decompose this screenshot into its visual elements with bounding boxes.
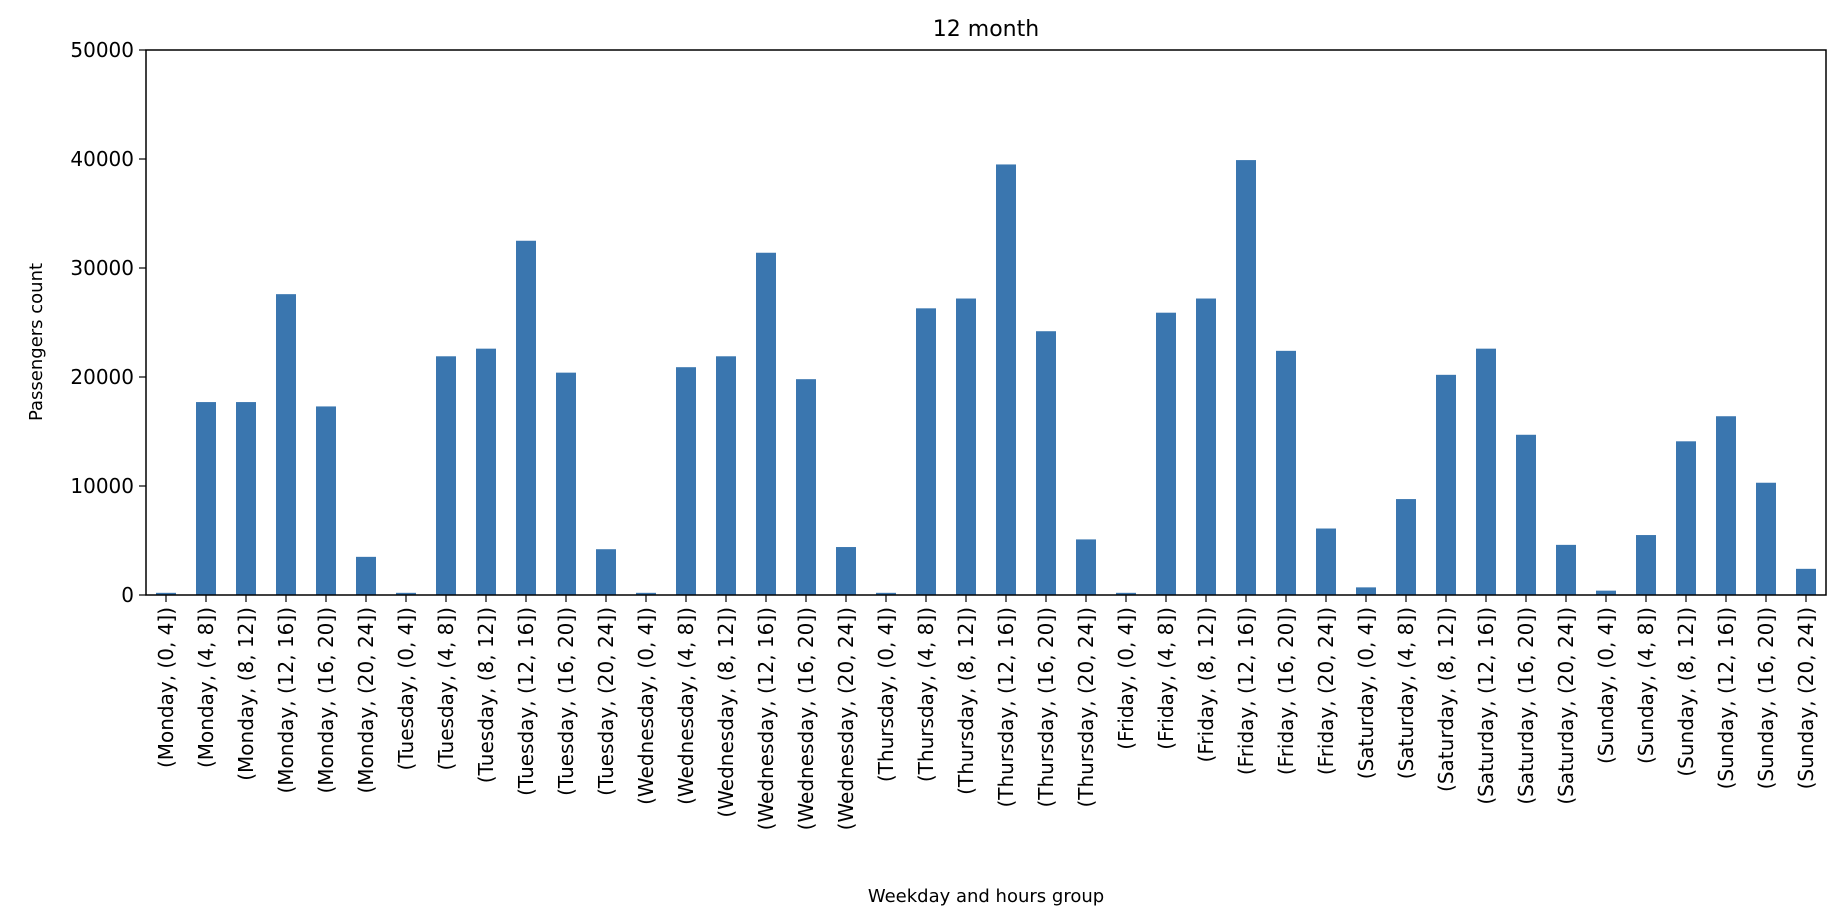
x-tick-label: (Wednesday, (20, 24]) bbox=[834, 607, 858, 830]
bars bbox=[156, 160, 1816, 596]
x-tick-label: (Saturday, (12, 16]) bbox=[1474, 607, 1498, 805]
bar bbox=[716, 356, 736, 595]
bar bbox=[516, 240, 536, 595]
bar bbox=[796, 379, 816, 595]
plot-frame bbox=[145, 49, 1827, 596]
y-tick-label: 10000 bbox=[70, 474, 134, 498]
y-tick-label: 50000 bbox=[70, 38, 134, 62]
chart-title: 12 month bbox=[933, 17, 1039, 42]
x-tick-label: (Saturday, (8, 12]) bbox=[1434, 607, 1458, 792]
x-tick-label: (Monday, (12, 16]) bbox=[274, 607, 298, 794]
x-tick-label: (Monday, (20, 24]) bbox=[354, 607, 378, 794]
x-tick-label: (Saturday, (0, 4]) bbox=[1354, 607, 1378, 779]
bar bbox=[356, 556, 376, 595]
x-tick-label: (Sunday, (4, 8]) bbox=[1634, 607, 1658, 764]
bar bbox=[1276, 350, 1296, 595]
bar bbox=[1436, 374, 1456, 595]
bar bbox=[596, 549, 616, 595]
bar bbox=[156, 592, 176, 595]
bar bbox=[196, 402, 216, 595]
y-axis-label: Passengers count bbox=[26, 263, 47, 421]
x-tick-label: (Sunday, (20, 24]) bbox=[1794, 607, 1818, 789]
x-tick-label: (Friday, (20, 24]) bbox=[1314, 607, 1338, 775]
bar bbox=[1516, 434, 1536, 595]
bar bbox=[1236, 160, 1256, 595]
x-tick-label: (Sunday, (8, 12]) bbox=[1674, 607, 1698, 777]
bar bbox=[436, 356, 456, 595]
x-tick-label: (Thursday, (4, 8]) bbox=[914, 607, 938, 782]
y-tick-label: 30000 bbox=[70, 256, 134, 280]
bar bbox=[316, 406, 336, 595]
x-tick-label: (Sunday, (0, 4]) bbox=[1594, 607, 1618, 764]
bar bbox=[1636, 535, 1656, 595]
bar bbox=[636, 592, 656, 595]
bar bbox=[876, 592, 896, 595]
x-tick-label: (Wednesday, (8, 12]) bbox=[714, 607, 738, 818]
y-tick-label: 20000 bbox=[70, 365, 134, 389]
x-tick-label: (Tuesday, (8, 12]) bbox=[474, 607, 498, 783]
bar bbox=[1316, 528, 1336, 595]
x-tick-label: (Thursday, (16, 20]) bbox=[1034, 607, 1058, 808]
x-tick-label: (Wednesday, (12, 16]) bbox=[754, 607, 778, 830]
y-tick-label: 0 bbox=[121, 583, 134, 607]
bar bbox=[956, 298, 976, 595]
bar bbox=[476, 348, 496, 595]
x-tick-label: (Tuesday, (12, 16]) bbox=[514, 607, 538, 796]
bar bbox=[756, 252, 776, 596]
x-tick-label: (Wednesday, (16, 20]) bbox=[794, 607, 818, 830]
bar bbox=[676, 367, 696, 595]
bar bbox=[556, 372, 576, 595]
y-tick-label: 40000 bbox=[70, 147, 134, 171]
bar bbox=[1756, 482, 1776, 595]
bar bbox=[996, 164, 1016, 595]
bar bbox=[1676, 441, 1696, 595]
x-tick-label: (Friday, (4, 8]) bbox=[1154, 607, 1178, 750]
x-tick-label: (Saturday, (16, 20]) bbox=[1514, 607, 1538, 805]
bar bbox=[916, 308, 936, 595]
x-tick-label: (Friday, (8, 12]) bbox=[1194, 607, 1218, 762]
bar bbox=[1156, 312, 1176, 595]
bar bbox=[396, 592, 416, 595]
bar bbox=[1476, 348, 1496, 595]
x-tick-label: (Monday, (16, 20]) bbox=[314, 607, 338, 794]
bar bbox=[1116, 592, 1136, 595]
x-tick-label: (Friday, (16, 20]) bbox=[1274, 607, 1298, 775]
bar bbox=[1196, 298, 1216, 595]
x-tick-label: (Monday, (8, 12]) bbox=[234, 607, 258, 781]
x-tick-label: (Sunday, (12, 16]) bbox=[1714, 607, 1738, 789]
x-tick-label: (Sunday, (16, 20]) bbox=[1754, 607, 1778, 789]
bar bbox=[1596, 590, 1616, 595]
bar bbox=[276, 294, 296, 595]
x-tick-label: (Thursday, (12, 16]) bbox=[994, 607, 1018, 808]
bar bbox=[1556, 544, 1576, 595]
bar bbox=[1076, 539, 1096, 595]
x-tick-label: (Saturday, (4, 8]) bbox=[1394, 607, 1418, 779]
x-tick-label: (Tuesday, (0, 4]) bbox=[394, 607, 418, 770]
x-axis: (Monday, (0, 4]) (Monday, (4, 8]) (Monday,… bbox=[154, 595, 1818, 830]
bar bbox=[1356, 587, 1376, 595]
x-tick-label: (Monday, (4, 8]) bbox=[194, 607, 218, 768]
bar bbox=[1396, 499, 1416, 595]
y-axis: 0 10000 20000 30000 40000 50000 bbox=[70, 38, 146, 607]
x-tick-label: (Saturday, (20, 24]) bbox=[1554, 607, 1578, 805]
x-tick-label: (Tuesday, (20, 24]) bbox=[594, 607, 618, 796]
x-tick-label: (Wednesday, (4, 8]) bbox=[674, 607, 698, 805]
bar bbox=[1716, 416, 1736, 595]
x-tick-label: (Thursday, (0, 4]) bbox=[874, 607, 898, 782]
bar bbox=[236, 402, 256, 595]
bar bbox=[1796, 568, 1816, 595]
x-tick-label: (Wednesday, (0, 4]) bbox=[634, 607, 658, 805]
x-tick-label: (Tuesday, (4, 8]) bbox=[434, 607, 458, 770]
x-tick-label: (Friday, (12, 16]) bbox=[1234, 607, 1258, 775]
bar bbox=[1036, 331, 1056, 595]
x-tick-label: (Thursday, (8, 12]) bbox=[954, 607, 978, 795]
bar bbox=[836, 547, 856, 595]
x-tick-label: (Friday, (0, 4]) bbox=[1114, 607, 1138, 750]
x-tick-label: (Tuesday, (16, 20]) bbox=[554, 607, 578, 796]
x-axis-label: Weekday and hours group bbox=[868, 886, 1104, 907]
x-tick-label: (Monday, (0, 4]) bbox=[154, 607, 178, 768]
x-tick-label: (Thursday, (20, 24]) bbox=[1074, 607, 1098, 808]
